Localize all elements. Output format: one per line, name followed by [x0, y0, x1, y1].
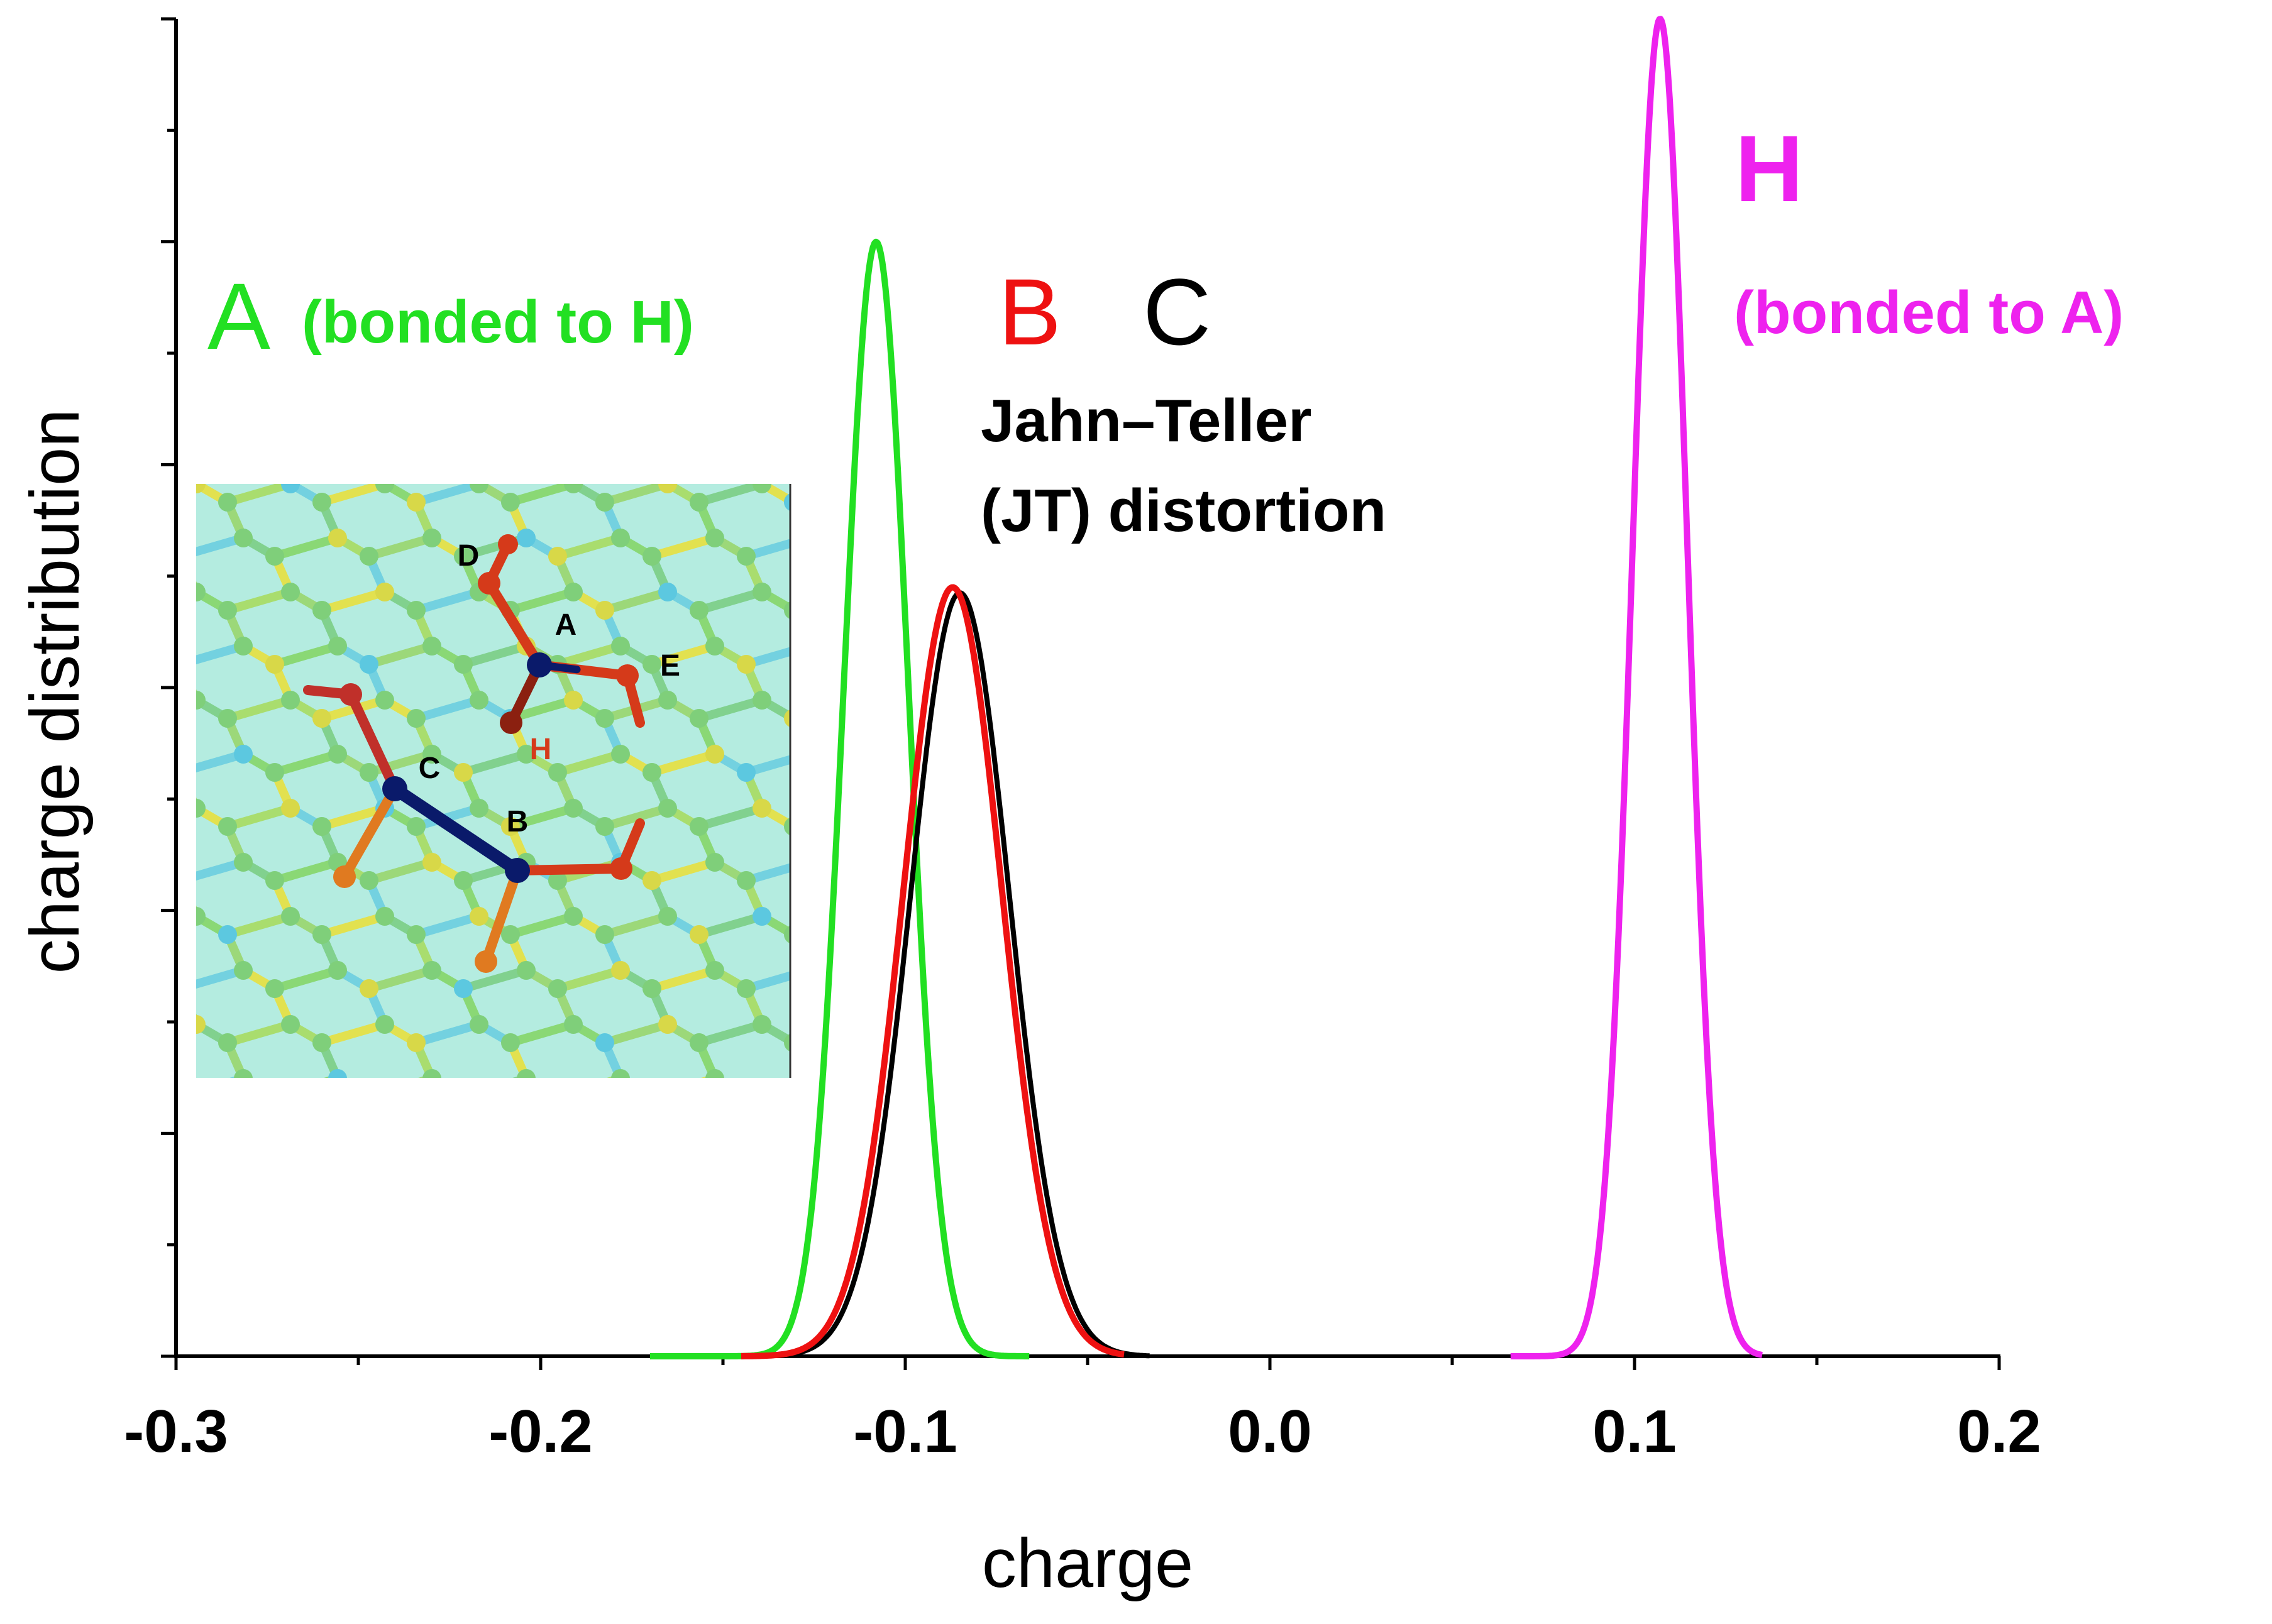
inset-label-e: E [660, 649, 680, 683]
label-h-note: (bonded to A) [1734, 279, 2124, 346]
y-axis-label: charge distribution [16, 409, 94, 974]
label-a-letter: A [207, 263, 270, 369]
x-tick-label: 0.1 [1592, 1398, 1676, 1465]
label-jt-line2: (JT) distortion [981, 477, 1386, 544]
x-axis-label: charge [982, 1525, 1193, 1602]
series-line-c [758, 590, 1150, 1359]
inset-label-c: C [419, 752, 441, 785]
series-line-b [739, 584, 1126, 1359]
inset-label-b: B [507, 805, 529, 838]
label-b-letter: B [998, 259, 1061, 365]
inset-highlight-bonds [303, 534, 645, 973]
x-tick-label: -0.1 [853, 1398, 957, 1465]
label-jt-line1: Jahn–Teller [981, 387, 1311, 454]
x-tick-label: -0.3 [124, 1398, 228, 1465]
x-tick-label: 0.0 [1228, 1398, 1311, 1465]
series-line-h [1508, 16, 1765, 1359]
x-ticks [174, 1356, 2001, 1370]
x-tick-labels: -0.3 -0.2 -0.1 0.0 0.1 0.2 [124, 1398, 2041, 1465]
inset-structure-image: D A E H C B [196, 484, 791, 1078]
inset-label-d: D [458, 539, 480, 573]
label-a-note: (bonded to H) [302, 288, 694, 356]
inset-label-a: A [555, 608, 577, 642]
x-tick-label: -0.2 [488, 1398, 592, 1465]
inset-lattice [196, 484, 790, 1078]
y-ticks [161, 17, 176, 1358]
series-group [648, 16, 1765, 1359]
x-tick-label: 0.2 [1957, 1398, 2041, 1465]
label-c-letter: C [1143, 259, 1211, 365]
annotations: A (bonded to H) B C Jahn–Teller (JT) dis… [207, 116, 2124, 544]
label-h-letter: H [1735, 116, 1803, 221]
axes [161, 17, 2001, 1370]
inset-label-h: H [530, 733, 552, 766]
series-line-a [648, 238, 1031, 1359]
